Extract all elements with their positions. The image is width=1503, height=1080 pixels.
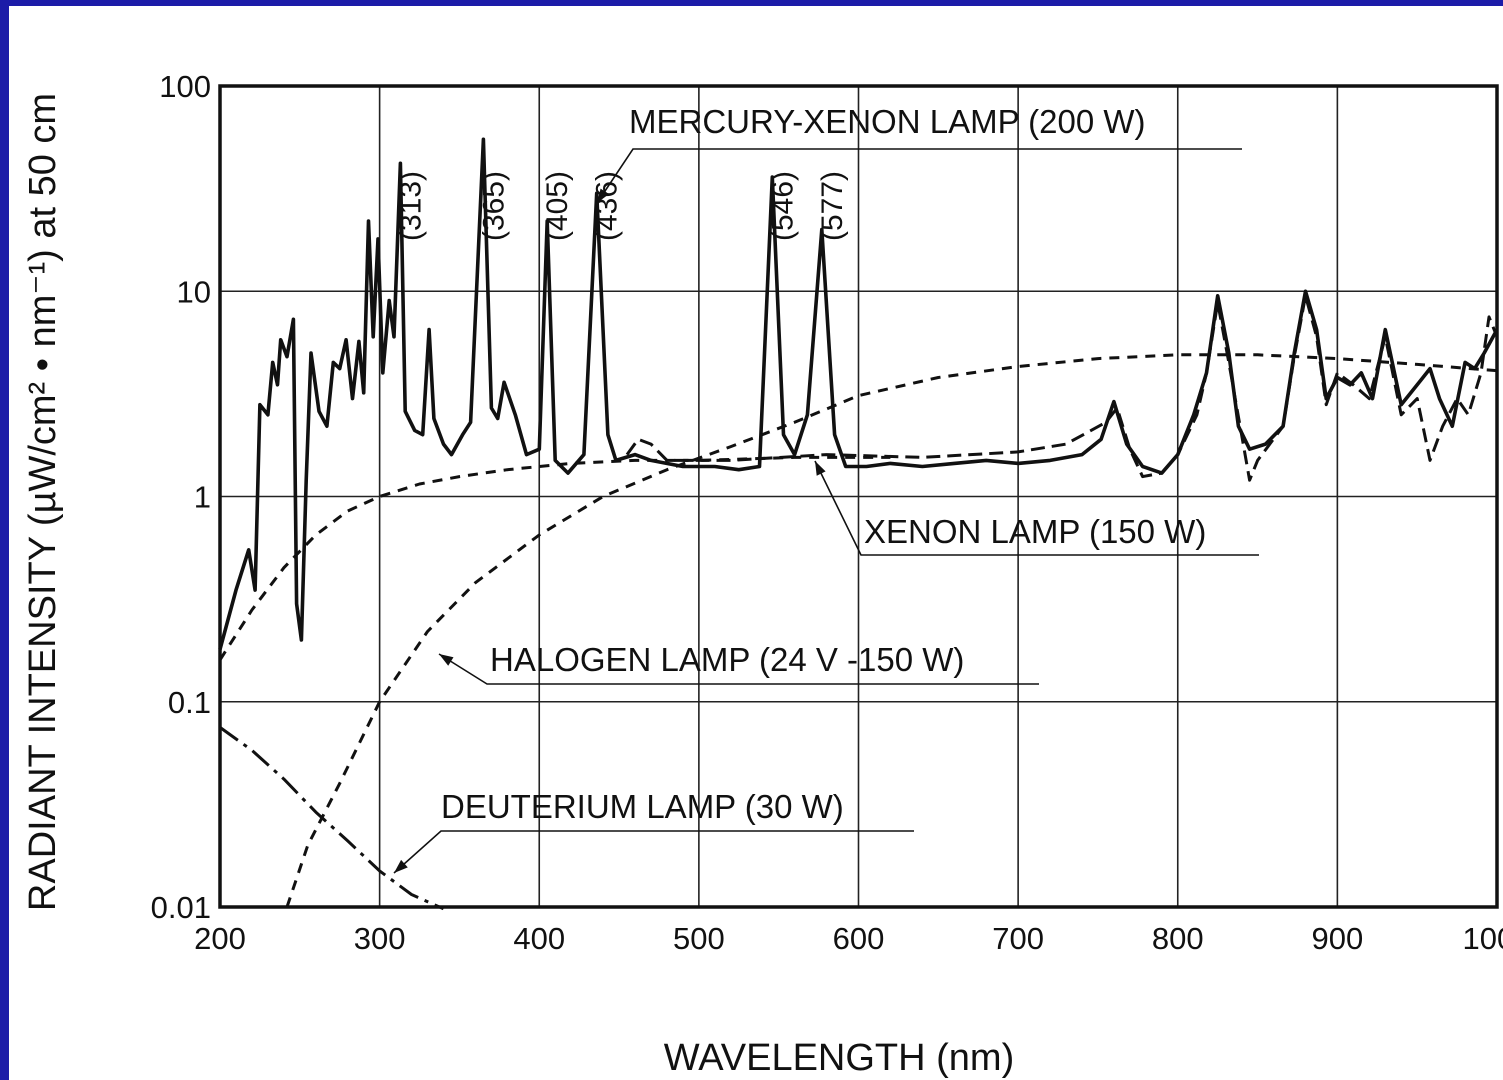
- leader-line: [393, 830, 914, 874]
- leader-arrowhead: [394, 859, 408, 873]
- x-tick-label: 800: [1152, 921, 1204, 956]
- peak-label: (546): [766, 171, 799, 241]
- x-tick-label: 500: [673, 921, 725, 956]
- slide-panel: 200 300 400 500 600 700 800 900 1000 0.01 0.1 1 10 1…: [9, 6, 1503, 1080]
- annotation-leaders: [393, 148, 1259, 874]
- x-tick-label: 200: [194, 921, 246, 956]
- x-tick-labels: 200 300 400 500 600 700 800 900 1000: [194, 921, 1503, 956]
- y-tick-labels: 0.01 0.1 1 10 100: [151, 69, 211, 925]
- legend-mercury-xenon: MERCURY-XENON LAMP (200 W): [629, 103, 1146, 140]
- series-line-1-0: [625, 294, 1499, 482]
- series-line-3-0: [219, 726, 445, 911]
- leader-line: [438, 653, 1039, 685]
- x-axis-title: WAVELENGTH (nm): [664, 1037, 1014, 1079]
- y-tick-label: 10: [177, 274, 211, 309]
- peak-label: (365): [477, 171, 510, 241]
- peak-label: (436): [591, 171, 624, 241]
- x-tick-label: 400: [513, 921, 565, 956]
- y-tick-label: 0.1: [168, 685, 211, 720]
- legend-xenon: XENON LAMP (150 W): [864, 513, 1206, 550]
- leader-line: [814, 460, 1259, 556]
- series-lines: [218, 137, 1499, 911]
- y-tick-label: 100: [159, 69, 211, 104]
- y-tick-label: 0.01: [151, 890, 211, 925]
- leader-arrowhead: [815, 461, 826, 476]
- y-axis-title: RADIANT INTENSITY (µW/cm² • nm⁻¹) at 50 …: [22, 93, 64, 911]
- y-tick-label: 1: [194, 480, 211, 515]
- x-tick-label: 700: [992, 921, 1044, 956]
- leader-arrowhead: [597, 188, 609, 203]
- peak-label: (313): [394, 171, 427, 241]
- plot-frame: [218, 84, 1499, 909]
- x-tick-label: 1000: [1463, 921, 1503, 956]
- peak-labels: (313) (365) (405) (436) (546) (577): [394, 171, 848, 241]
- legend-halogen: HALOGEN LAMP (24 V -150 W): [490, 641, 964, 678]
- peak-label: (405): [541, 171, 574, 241]
- leader-arrowhead: [439, 654, 454, 666]
- legend-deuterium: DEUTERIUM LAMP (30 W): [441, 788, 844, 825]
- x-tick-label: 900: [1312, 921, 1364, 956]
- series-line-2-0: [218, 455, 891, 661]
- x-tick-label: 600: [833, 921, 885, 956]
- radiant-intensity-chart: 200 300 400 500 600 700 800 900 1000 0.01 0.1 1 10 1…: [22, 69, 1503, 1079]
- peak-label: (577): [816, 171, 849, 241]
- series-line-2-1: [285, 353, 1498, 908]
- leader-line: [596, 148, 1242, 204]
- x-tick-label: 300: [354, 921, 406, 956]
